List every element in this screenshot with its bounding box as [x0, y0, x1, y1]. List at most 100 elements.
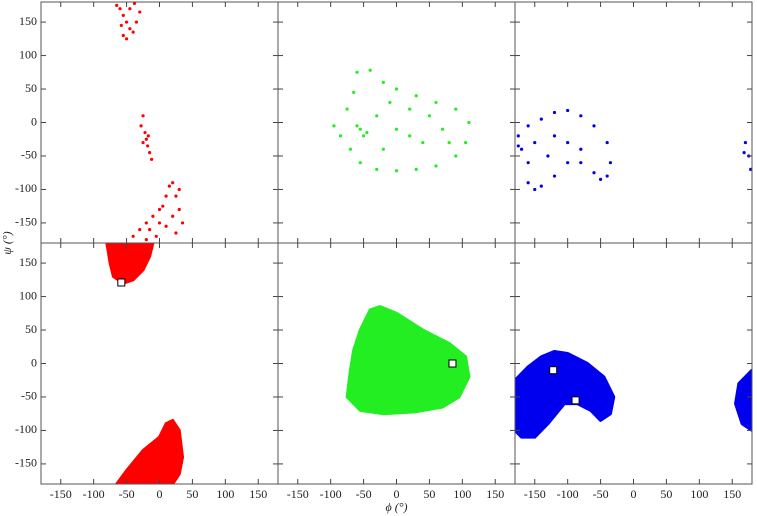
- marker: [549, 366, 558, 375]
- x-tick-label: 100: [216, 487, 234, 501]
- point: [345, 107, 349, 111]
- point: [348, 147, 353, 151]
- x-tick-label: 100: [453, 487, 471, 501]
- point: [134, 20, 139, 24]
- y-tick-label: 50: [25, 322, 37, 336]
- point: [138, 10, 142, 14]
- point: [608, 161, 613, 165]
- x-tick-label: 150: [723, 487, 741, 501]
- point: [139, 124, 143, 128]
- point: [355, 70, 359, 74]
- point: [358, 127, 362, 131]
- point: [566, 140, 570, 145]
- point: [132, 2, 137, 5]
- point: [164, 194, 168, 198]
- plot-area: [516, 108, 752, 192]
- point: [605, 140, 609, 145]
- point: [467, 120, 471, 125]
- point: [119, 23, 123, 28]
- point: [174, 194, 178, 198]
- y-tick-label: 50: [25, 81, 37, 95]
- y-tick-label: 150: [19, 255, 37, 269]
- point: [115, 3, 119, 7]
- point: [546, 154, 550, 158]
- point: [533, 187, 537, 192]
- point: [434, 164, 438, 168]
- point: [579, 114, 583, 118]
- point: [381, 80, 385, 84]
- point: [358, 161, 362, 165]
- point: [381, 147, 385, 151]
- point: [394, 87, 399, 91]
- y-axis-label: ψ (°): [0, 231, 14, 254]
- point: [144, 238, 148, 242]
- plot-area: [345, 305, 471, 416]
- point: [365, 130, 369, 135]
- x-tick-label: 150: [249, 487, 267, 501]
- x-axis-label: ϕ (°): [385, 500, 407, 514]
- point: [434, 100, 438, 105]
- point: [146, 144, 150, 148]
- point: [566, 108, 570, 113]
- y-tick-label: 0: [31, 355, 37, 369]
- point: [368, 68, 372, 72]
- point: [121, 33, 125, 38]
- point: [177, 187, 181, 192]
- point: [447, 140, 451, 145]
- point: [526, 161, 530, 165]
- point: [743, 140, 748, 145]
- point: [533, 140, 537, 145]
- point: [519, 147, 524, 151]
- x-tick-label: 150: [486, 487, 504, 501]
- x-tick-label: -50: [593, 487, 609, 501]
- x-tick-label: 0: [394, 487, 400, 501]
- point: [579, 147, 583, 151]
- x-tick-label: 0: [631, 487, 637, 501]
- y-tick-label: 100: [19, 47, 37, 61]
- x-tick-label: 100: [690, 487, 708, 501]
- point: [355, 124, 359, 128]
- marker: [448, 359, 457, 368]
- point: [414, 94, 418, 98]
- point: [171, 214, 175, 218]
- point: [516, 144, 520, 148]
- point: [749, 167, 752, 171]
- point: [164, 224, 168, 228]
- point: [332, 124, 336, 128]
- point: [394, 169, 399, 173]
- point: [440, 127, 445, 131]
- plot-area: [332, 68, 471, 173]
- x-tick-label: -50: [119, 487, 135, 501]
- point: [180, 221, 185, 225]
- point: [394, 127, 399, 131]
- x-tick-label: 50: [186, 487, 198, 501]
- point: [526, 124, 530, 128]
- marker: [571, 396, 580, 405]
- point: [154, 234, 158, 238]
- point: [464, 140, 468, 145]
- point: [177, 207, 181, 212]
- x-tick-label: -150: [287, 487, 309, 501]
- y-tick-label: 150: [19, 14, 37, 28]
- frame: [277, 1, 516, 244]
- point: [598, 177, 603, 182]
- region: [105, 243, 185, 484]
- point: [167, 184, 171, 188]
- point: [516, 134, 520, 138]
- point: [592, 124, 596, 128]
- point: [388, 100, 392, 105]
- point: [157, 221, 162, 225]
- point: [124, 37, 129, 41]
- plot-area: [515, 349, 752, 439]
- point: [427, 114, 432, 118]
- point: [454, 107, 458, 111]
- y-tick-label: 0: [31, 114, 37, 128]
- x-tick-label: -150: [50, 487, 72, 501]
- point: [151, 214, 155, 218]
- point: [118, 7, 122, 11]
- y-tick-label: -50: [21, 148, 37, 162]
- point: [141, 114, 145, 118]
- point: [592, 171, 596, 175]
- x-tick-label: -150: [524, 487, 546, 501]
